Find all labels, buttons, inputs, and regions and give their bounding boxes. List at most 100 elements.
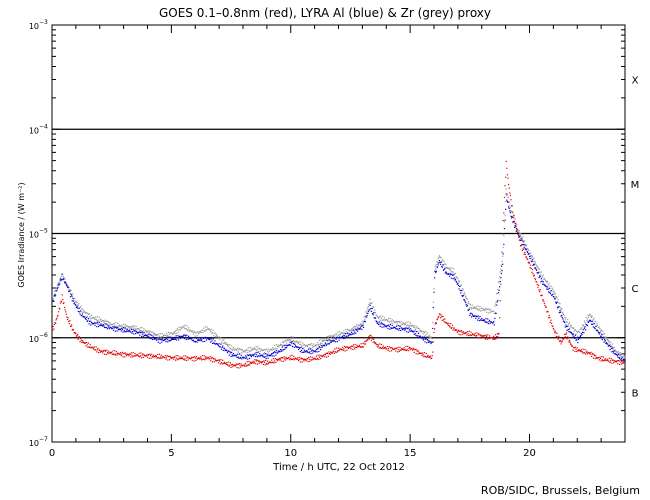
- series-point: [76, 301, 78, 303]
- series-point: [624, 356, 626, 358]
- series-point: [116, 330, 118, 332]
- series-point: [558, 306, 560, 308]
- series-point: [509, 194, 512, 196]
- series-point: [577, 350, 580, 352]
- series-point: [621, 354, 623, 356]
- series-point: [521, 243, 523, 246]
- series-point: [563, 337, 565, 339]
- series-point: [426, 332, 429, 334]
- series-point: [78, 336, 81, 338]
- series-point: [79, 341, 81, 343]
- series-point: [195, 337, 198, 340]
- series-point: [328, 339, 330, 341]
- series-point: [246, 349, 248, 351]
- series-point: [585, 329, 587, 331]
- series-point: [66, 283, 68, 285]
- series-point: [97, 325, 100, 328]
- series-point: [488, 308, 490, 310]
- series-point: [188, 327, 190, 329]
- series-point: [89, 346, 91, 349]
- series-point: [273, 349, 275, 351]
- series-point: [354, 343, 356, 346]
- series-point: [271, 348, 273, 350]
- series-point: [66, 318, 69, 321]
- series-point: [156, 339, 158, 341]
- series-point: [97, 352, 100, 354]
- series-point: [588, 352, 590, 354]
- series-point: [285, 344, 287, 346]
- series-point: [61, 294, 63, 296]
- series-point: [297, 359, 300, 362]
- series-point: [509, 204, 511, 206]
- series-point: [379, 319, 381, 321]
- series-point: [245, 365, 248, 367]
- series-point: [616, 359, 618, 362]
- series-point: [197, 339, 199, 341]
- series-point: [407, 331, 409, 333]
- series-point: [463, 299, 466, 301]
- series-point: [567, 328, 569, 331]
- series-point: [248, 357, 251, 360]
- series-point: [329, 353, 331, 355]
- series-point: [212, 338, 214, 340]
- series-point: [354, 328, 356, 330]
- series-point: [155, 334, 157, 336]
- series-point: [187, 328, 189, 330]
- series-point: [428, 334, 430, 336]
- series-point: [417, 350, 420, 352]
- credit-text: ROB/SIDC, Brussels, Belgium: [481, 484, 640, 497]
- series-point: [53, 294, 55, 296]
- series-point: [572, 335, 574, 337]
- series-point: [534, 263, 536, 265]
- series-point: [544, 278, 546, 280]
- series-point: [416, 350, 418, 352]
- series-point: [63, 302, 65, 304]
- series-point: [580, 328, 582, 330]
- series-point: [407, 325, 409, 327]
- series-point: [289, 337, 291, 340]
- series-point: [310, 347, 312, 349]
- series-point: [197, 332, 199, 334]
- series-point: [326, 340, 328, 342]
- series-point: [240, 354, 242, 356]
- series-point: [423, 352, 426, 354]
- series-point: [169, 332, 171, 334]
- series-point: [373, 306, 375, 309]
- series-point: [95, 318, 97, 320]
- series-point: [237, 356, 239, 358]
- series-point: [282, 360, 285, 362]
- series-point: [306, 349, 308, 352]
- series-point: [180, 327, 183, 330]
- series-point: [542, 299, 544, 301]
- series-point: [77, 338, 79, 341]
- series-point: [86, 320, 88, 322]
- series-point: [420, 337, 423, 339]
- series-point: [259, 360, 261, 362]
- series-point: [263, 348, 265, 351]
- series-point: [531, 269, 534, 271]
- series-point: [462, 287, 464, 290]
- series-point: [386, 319, 389, 322]
- series-point: [534, 267, 537, 269]
- series-point: [231, 351, 233, 354]
- series-point: [168, 359, 171, 361]
- series-point: [321, 355, 323, 357]
- series-point: [290, 344, 292, 346]
- series-point: [210, 341, 212, 343]
- series-point: [466, 298, 468, 300]
- series-point: [467, 302, 469, 304]
- series-point: [267, 363, 269, 365]
- series-point: [143, 354, 146, 356]
- series-point: [227, 343, 229, 345]
- series-point: [570, 344, 572, 346]
- series-point: [279, 344, 281, 346]
- series-point: [468, 309, 470, 311]
- series-point: [335, 338, 337, 340]
- series-point: [614, 360, 617, 362]
- series-point: [438, 255, 440, 257]
- series-point: [430, 337, 432, 339]
- series-point: [586, 324, 588, 326]
- series-point: [293, 341, 295, 343]
- series-point: [546, 288, 548, 290]
- series-point: [191, 338, 193, 340]
